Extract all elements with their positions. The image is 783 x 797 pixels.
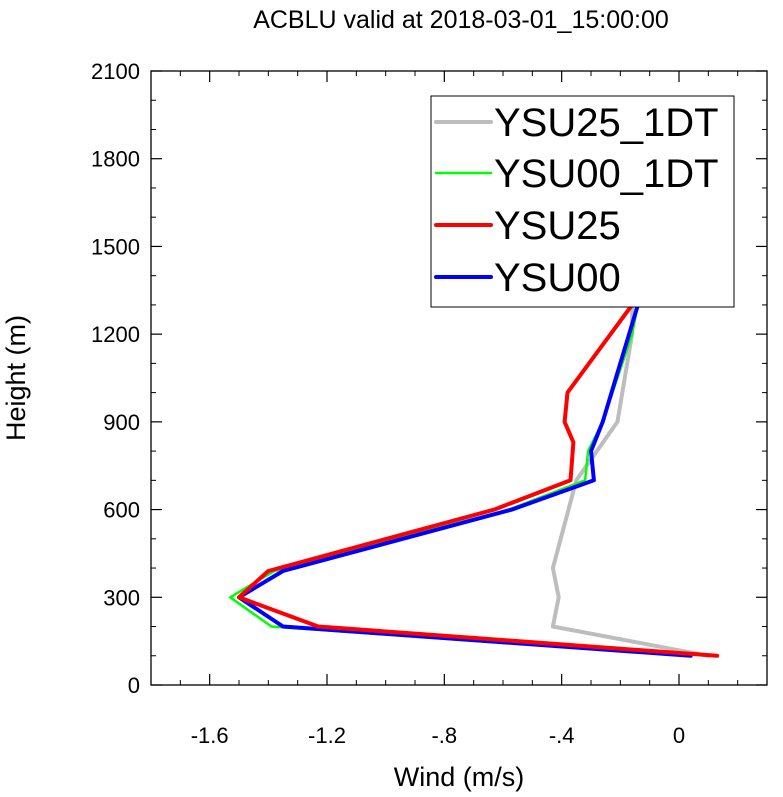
y-tick-label: 0 bbox=[128, 673, 140, 698]
y-tick-label: 900 bbox=[103, 410, 140, 435]
x-tick-label: -1.6 bbox=[191, 723, 229, 748]
y-axis-label: Height (m) bbox=[1, 315, 31, 441]
legend-label: YSU25_1DT bbox=[494, 101, 719, 145]
y-tick-label: 600 bbox=[103, 498, 140, 523]
legend-label: YSU00 bbox=[494, 256, 621, 300]
x-tick-label: -.8 bbox=[431, 723, 457, 748]
tick-labels: -1.6 -1.2 -.8 -.4 0 0 300 600 900 1200 1500 1800 210… bbox=[91, 59, 685, 748]
y-tick-label: 300 bbox=[103, 585, 140, 610]
legend-box bbox=[430, 95, 735, 308]
legend-label: YSU25 bbox=[494, 204, 621, 248]
axis-ticks bbox=[151, 70, 767, 686]
x-axis-label: Wind (m/s) bbox=[394, 762, 525, 792]
y-tick-label: 1200 bbox=[91, 322, 140, 347]
y-tick-label: 1800 bbox=[91, 147, 140, 172]
legend-label: YSU00_1DT bbox=[494, 152, 719, 196]
x-tick-label: -.4 bbox=[549, 723, 575, 748]
chart-title: ACBLU valid at 2018-03-01_15:00:00 bbox=[253, 6, 669, 34]
chart-legend: YSU25_1DT YSU00_1DT YSU25 YSU00 bbox=[430, 95, 735, 308]
x-tick-label: -1.2 bbox=[308, 723, 346, 748]
plot-frame bbox=[150, 70, 768, 686]
x-tick-label: 0 bbox=[673, 723, 685, 748]
y-tick-label: 1500 bbox=[91, 234, 140, 259]
y-tick-label: 2100 bbox=[91, 59, 140, 84]
